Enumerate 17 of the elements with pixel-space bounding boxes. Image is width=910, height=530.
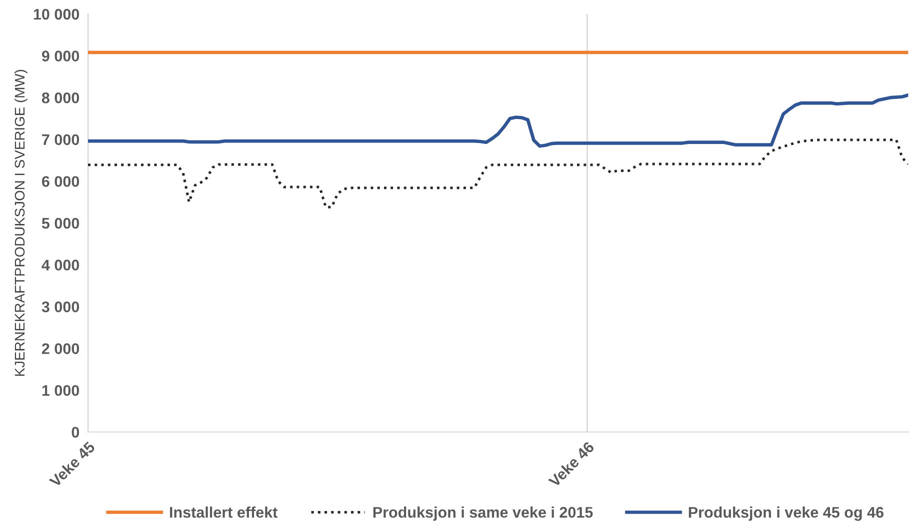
line-series — [88, 93, 908, 148]
y-tick-label: 7 000 — [42, 134, 80, 146]
y-tick-label: 6 000 — [42, 176, 80, 187]
y-tick-label: 4 000 — [42, 260, 80, 270]
legend-label: Installert effekt — [170, 506, 278, 518]
y-tick-label: 1 000 — [42, 385, 80, 396]
y-tick-label: 2 000 — [42, 343, 80, 354]
legend-label: Produksjon i same veke i 2015 — [373, 506, 593, 521]
y-tick-label: 0 — [72, 426, 80, 438]
y-tick-label: 5 000 — [42, 218, 80, 229]
y-tick-label: 10 000 — [34, 8, 80, 20]
y-tick-label: 8 000 — [42, 92, 80, 104]
y-tick-label: 9 000 — [42, 50, 80, 62]
y-axis-title: KJERNEKRAFTPRODUKSJON I SVERIGE (MW) — [14, 70, 28, 376]
y-tick-label: 3 000 — [42, 301, 80, 312]
line-series — [88, 138, 908, 208]
legend-label: Produksjon i veke 45 og 46 — [688, 506, 884, 521]
